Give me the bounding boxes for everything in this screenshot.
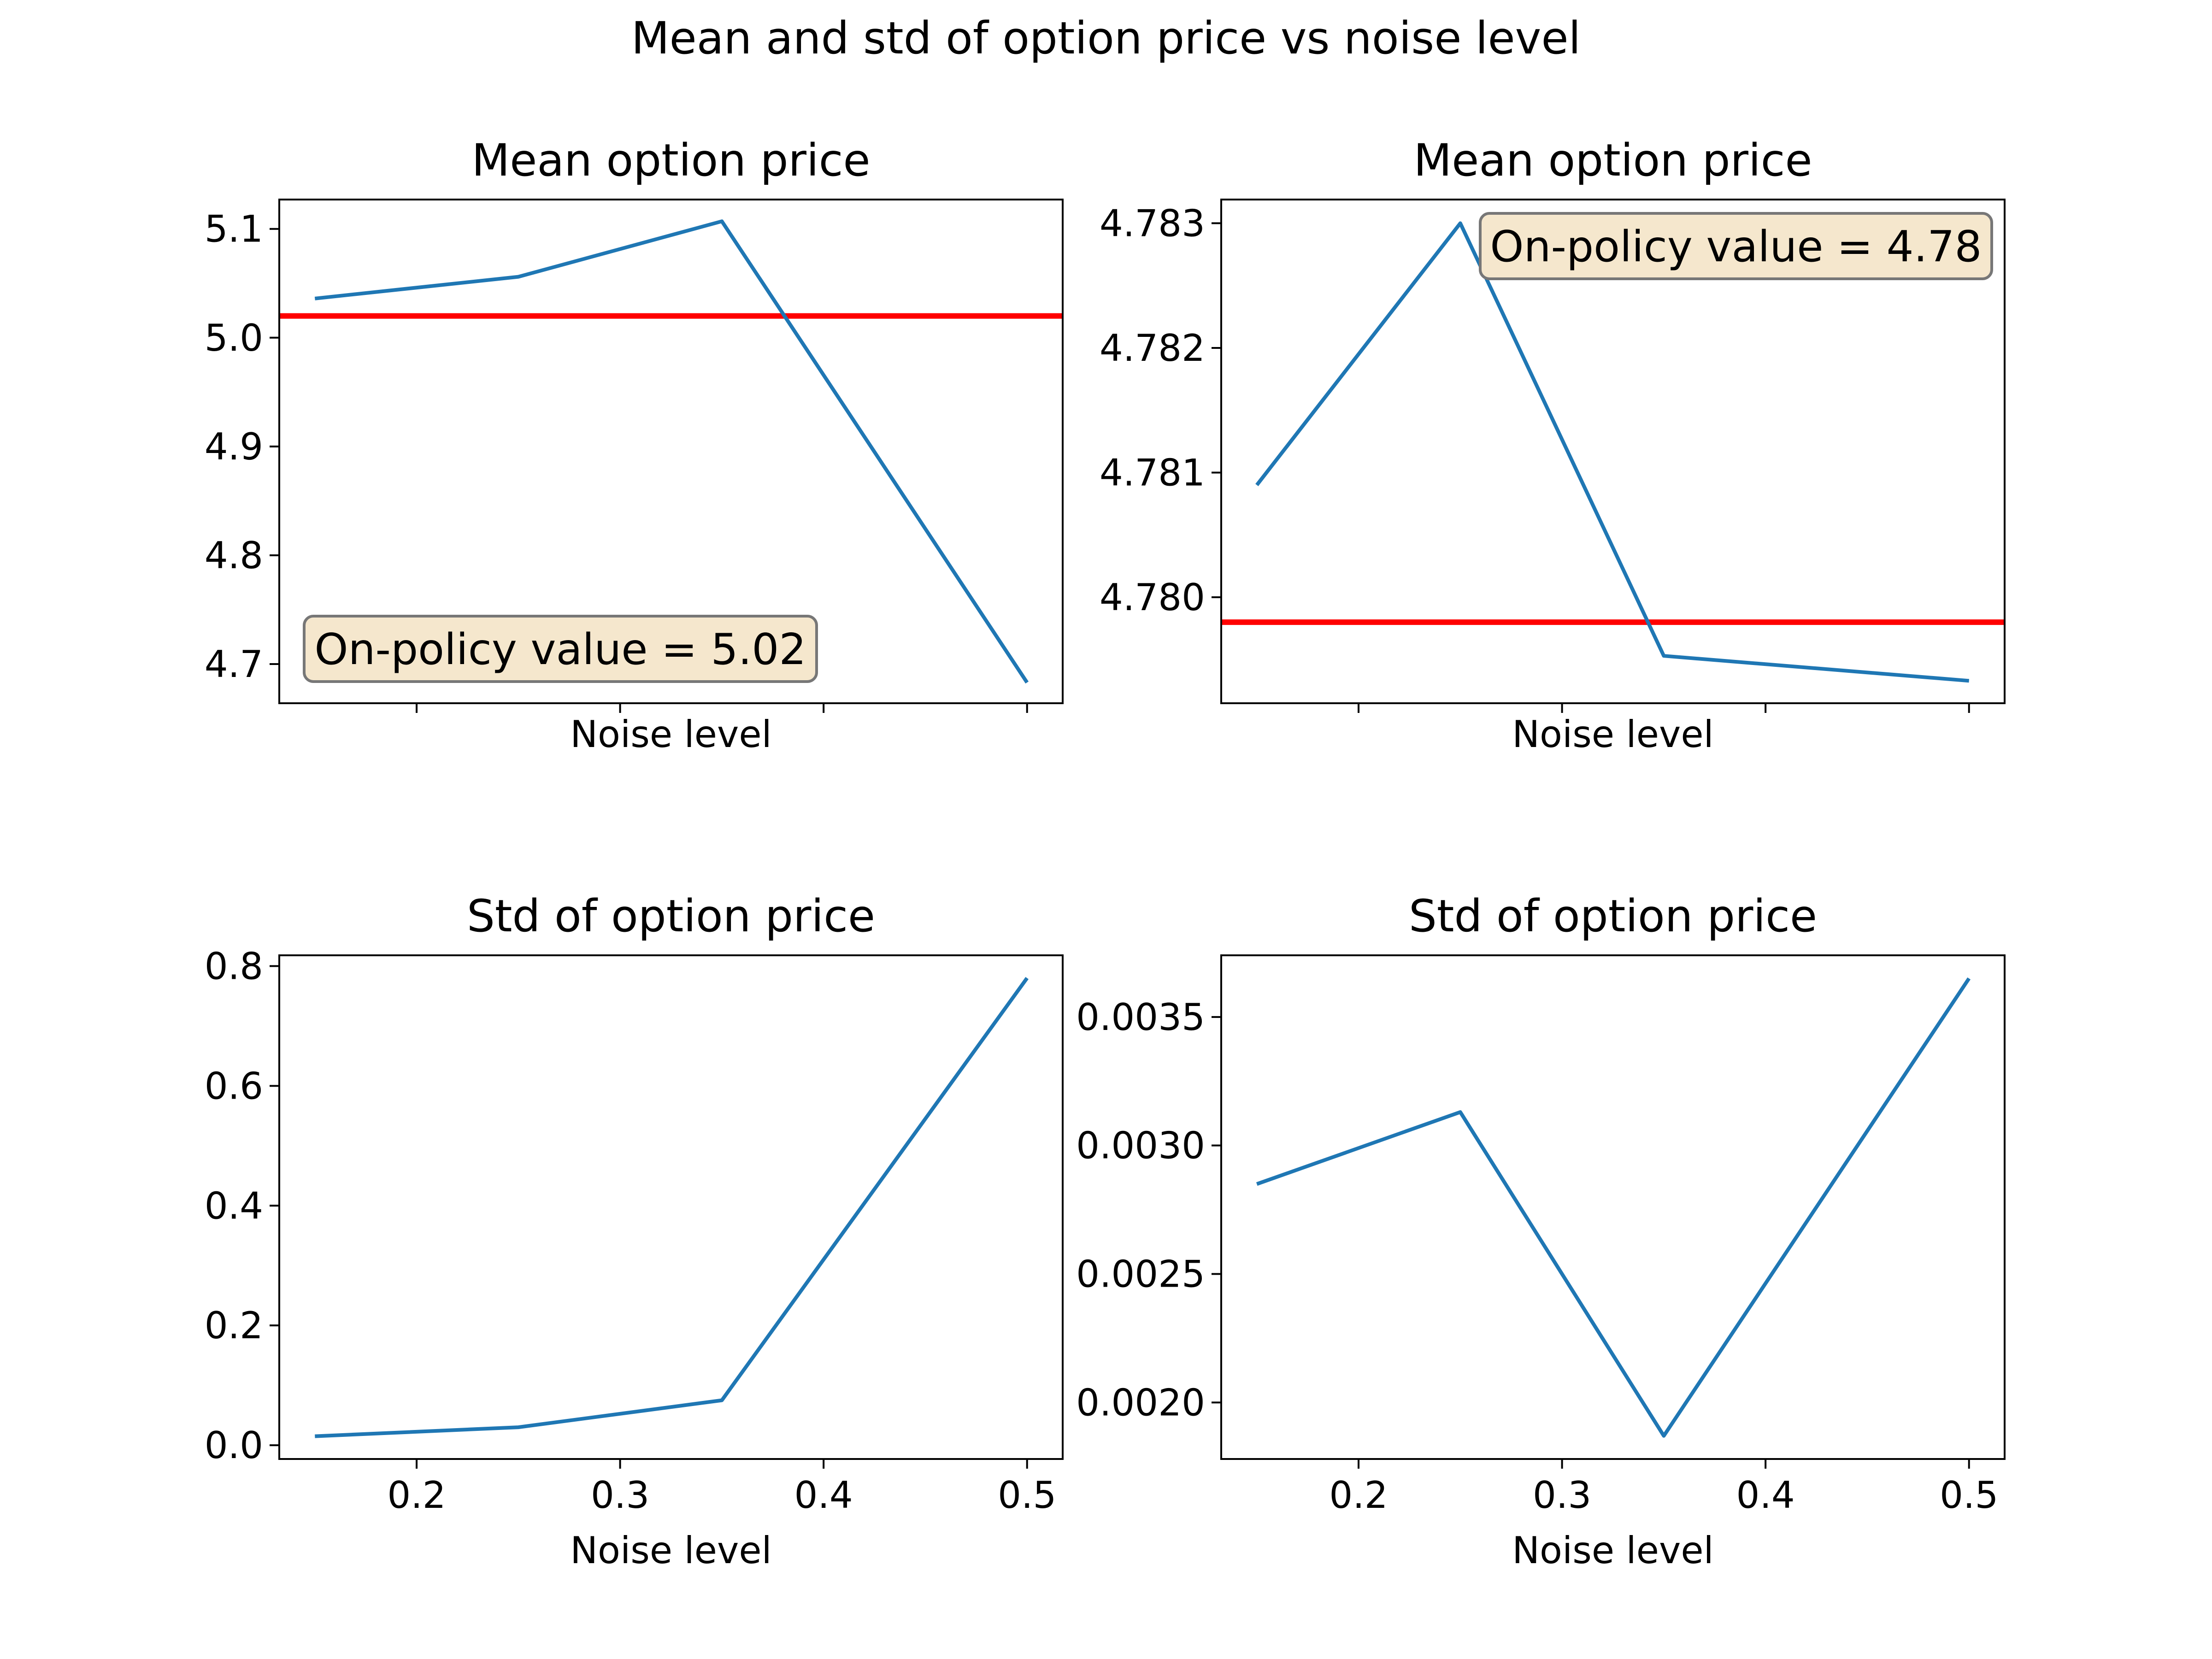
figure-suptitle: Mean and std of option price vs noise le… (631, 12, 1581, 64)
annotation-text: On-policy value = 5.02 (314, 624, 806, 674)
y-tick-label: 0.0 (205, 1424, 263, 1467)
y-tick-label: 4.7 (205, 643, 263, 686)
subplot-4: Std of option price 0.0020 0.0025 0.0030 0.0… (1076, 890, 2006, 1572)
subplot-1: Mean option price 4.7 4.8 4.9 5.0 5.1 Noise le… (205, 135, 1064, 756)
x-tick-label: 0.4 (1736, 1474, 1795, 1517)
x-axis-label: Noise level (570, 713, 772, 756)
subplot-title: Std of option price (1409, 890, 1817, 942)
x-tick-label: 0.4 (794, 1474, 853, 1517)
axes-frame (1220, 199, 2006, 704)
y-tick-label: 0.0030 (1076, 1124, 1205, 1167)
annotation-box (1479, 212, 1993, 280)
subplot-title: Mean option price (1413, 135, 1812, 186)
x-tick-label: 0.2 (387, 1474, 446, 1517)
series-line (315, 977, 1029, 1438)
y-tick-label: 0.6 (205, 1065, 263, 1107)
subplots: Mean option price 4.7 4.8 4.9 5.0 5.1 Noise le… (205, 135, 2006, 1572)
x-tick-label: 0.5 (1940, 1474, 1998, 1517)
axes-frame (1220, 954, 2006, 1460)
y-tick-label: 0.0020 (1076, 1381, 1205, 1424)
y-tick-label: 0.8 (205, 945, 263, 988)
y-tick-label: 0.4 (205, 1184, 263, 1227)
x-axis-label: Noise level (570, 1529, 772, 1572)
y-tick-label: 4.9 (205, 425, 263, 468)
axes-frame (278, 954, 1064, 1460)
subplot-title: Std of option price (467, 890, 875, 942)
y-tick-label: 4.780 (1100, 576, 1205, 619)
y-tick-label: 4.8 (205, 534, 263, 577)
y-tick-label: 4.781 (1100, 451, 1205, 494)
subplot-3: Std of option price 0.0 0.2 0.4 0.6 0.8 0.2 0.3… (205, 890, 1064, 1572)
annotation-box (303, 615, 818, 683)
y-tick-label: 5.1 (205, 208, 263, 251)
series-line (1255, 221, 1970, 683)
x-tick-label: 0.3 (591, 1474, 649, 1517)
subplot-2: Mean option price 4.780 4.781 4.782 4.783 Noi… (1100, 135, 2006, 756)
y-tick-label: 0.2 (205, 1304, 263, 1347)
x-axis-label: Noise level (1512, 713, 1714, 756)
y-tick-label: 5.0 (205, 317, 263, 359)
x-tick-label: 0.2 (1329, 1474, 1388, 1517)
series-line (1256, 977, 1971, 1438)
series-line (314, 219, 1029, 684)
subplot-title: Mean option price (471, 135, 870, 186)
y-tick-label: 0.0035 (1076, 996, 1205, 1039)
axes-frame (278, 199, 1064, 704)
x-axis-label: Noise level (1512, 1529, 1714, 1572)
x-tick-label: 0.3 (1533, 1474, 1591, 1517)
y-tick-label: 0.0025 (1076, 1253, 1205, 1295)
y-tick-label: 4.783 (1100, 202, 1205, 245)
x-tick-label: 0.5 (998, 1474, 1056, 1517)
annotation-text: On-policy value = 4.78 (1490, 222, 1982, 271)
y-tick-label: 4.782 (1100, 327, 1205, 370)
